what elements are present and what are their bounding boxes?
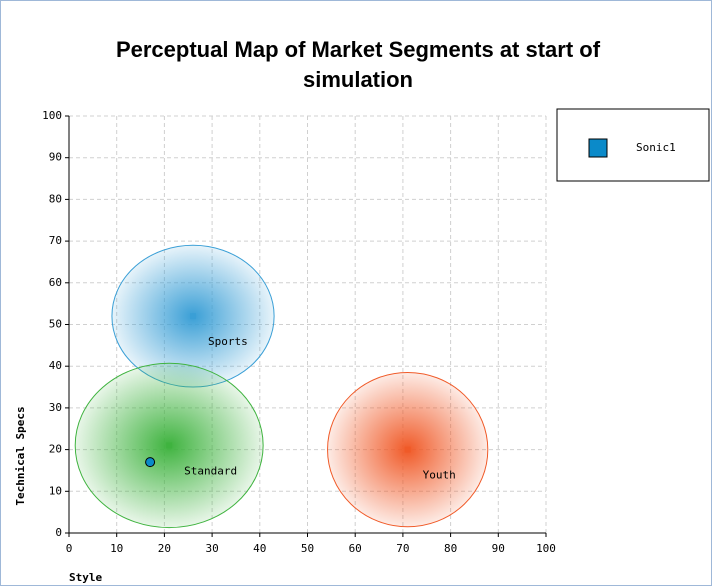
legend-box — [556, 108, 710, 182]
x-tick-label: 30 — [205, 542, 218, 555]
y-tick-label: 50 — [49, 318, 62, 331]
x-tick-label: 10 — [110, 542, 123, 555]
legend-label: Sonic1 — [636, 141, 676, 154]
x-tick-label: 80 — [444, 542, 457, 555]
product-point — [145, 457, 156, 468]
segment-center — [190, 313, 197, 320]
x-tick-label: 70 — [396, 542, 409, 555]
y-tick-label: 90 — [49, 151, 62, 164]
segment-center — [166, 442, 173, 449]
y-axis-label: Technical Specs — [14, 406, 27, 505]
x-tick-label: 60 — [349, 542, 362, 555]
y-tick-label: 0 — [55, 526, 62, 539]
segment-center — [404, 446, 411, 453]
legend-swatch — [588, 138, 608, 158]
segment-label: Sports — [208, 335, 248, 348]
x-tick-label: 50 — [301, 542, 314, 555]
y-tick-label: 30 — [49, 401, 62, 414]
x-tick-label: 0 — [66, 542, 73, 555]
x-tick-label: 20 — [158, 542, 171, 555]
y-tick-label: 40 — [49, 359, 62, 372]
y-tick-label: 100 — [42, 109, 62, 122]
y-tick-label: 20 — [49, 443, 62, 456]
y-tick-label: 70 — [49, 234, 62, 247]
segment-label: Youth — [423, 469, 456, 482]
x-tick-label: 40 — [253, 542, 266, 555]
x-axis-label: Style — [69, 571, 102, 584]
x-tick-label: 90 — [492, 542, 505, 555]
y-tick-label: 80 — [49, 192, 62, 205]
chart-title: Perceptual Map of Market Segments at sta… — [115, 37, 601, 92]
segment-label: Standard — [184, 464, 237, 477]
x-tick-label: 100 — [536, 542, 556, 555]
y-tick-label: 60 — [49, 276, 62, 289]
y-tick-label: 10 — [49, 484, 62, 497]
